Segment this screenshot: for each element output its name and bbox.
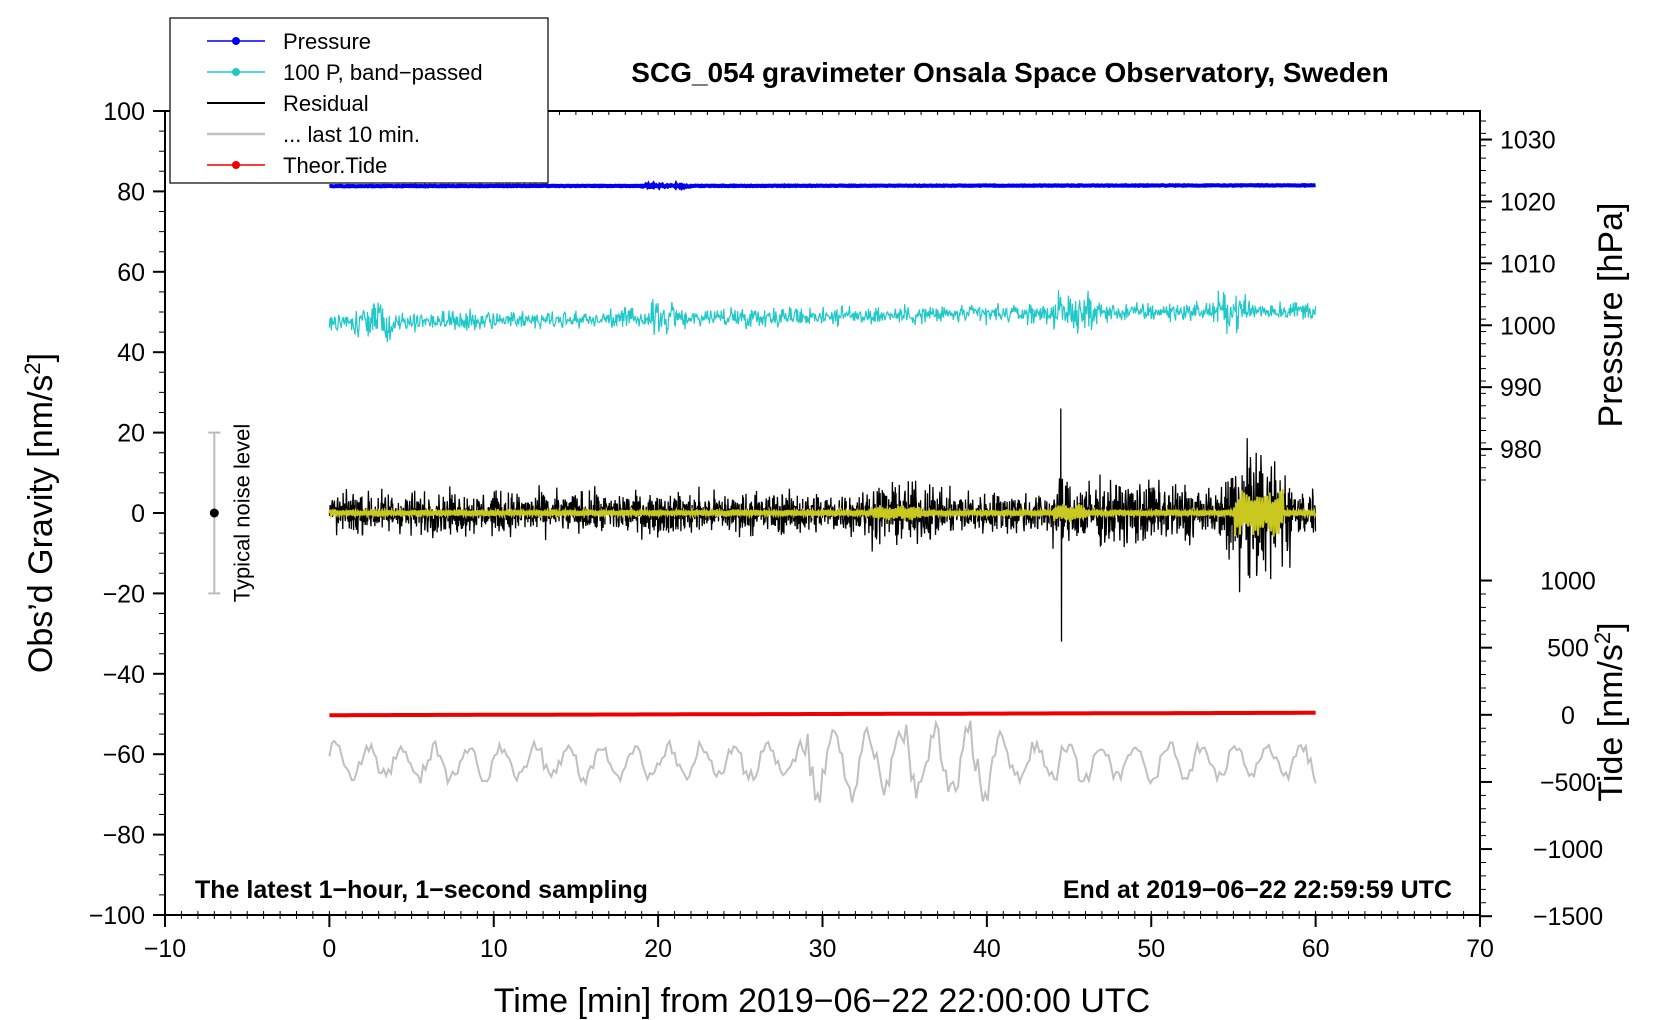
tide-tick-label: −1000: [1533, 836, 1603, 864]
y-tick-label: 20: [117, 420, 145, 448]
residual-line: [328, 408, 1317, 642]
noise-center-dot: [209, 508, 219, 518]
pressure-axis-ticks: 1030 1020 1010 1000 990 980: [1480, 120, 1556, 481]
tide-tick-label: −1500: [1533, 903, 1603, 931]
y-axis-title-pressure: Pressure [hPa]: [1592, 203, 1630, 428]
noise-indicator: Typical noise level: [208, 424, 254, 603]
tide-tick-label: 500: [1547, 635, 1589, 663]
legend-swatch-marker: [232, 37, 240, 45]
y-axis-title-gravity-text: Obs’d Gravity [nm/s: [22, 375, 60, 674]
pressure-tick-label: 1000: [1500, 312, 1556, 340]
x-tick-label: 0: [322, 935, 336, 963]
y-tick-label: 40: [117, 339, 145, 367]
y-tick-label: −40: [103, 661, 145, 689]
pressure-tick-label: 990: [1500, 374, 1542, 402]
pressure-line: [329, 179, 1316, 192]
y-tick-label: −100: [89, 902, 145, 930]
y-tick-label: −20: [103, 580, 145, 608]
x-tick-label: 10: [480, 935, 508, 963]
y-tick-label: −60: [103, 741, 145, 769]
residual-bandpassed-overlay: [328, 489, 1317, 537]
legend-entry-label: Theor.Tide: [283, 153, 387, 178]
annotation-end-time: End at 2019−06−22 22:59:59 UTC: [1063, 876, 1452, 904]
legend: Pressure 100 P, band−passed Residual ... la…: [169, 17, 549, 184]
y-axis-title-tide-end: ]: [1592, 622, 1630, 631]
y-tick-label: −80: [103, 822, 145, 850]
legend-swatch-marker: [232, 68, 240, 76]
legend-entry-label: Residual: [283, 91, 369, 116]
x-tick-label: 40: [973, 935, 1001, 963]
y-tick-label: 100: [103, 98, 145, 126]
x-axis-ticks: −10 0 10 20 30 40 50 60 70: [144, 915, 1494, 963]
y-tick-label: 80: [117, 178, 145, 206]
tide-tick-label: 0: [1561, 702, 1575, 730]
legend-swatch-marker: [232, 161, 240, 169]
y-axis-title-tide-sup: 2: [1590, 632, 1615, 644]
x-tick-label: 70: [1466, 935, 1494, 963]
legend-entry-label: 100 P, band−passed: [283, 60, 483, 85]
tide-tick-label: −500: [1540, 769, 1596, 797]
pressure-minor-ticks: [1480, 120, 1486, 481]
x-axis-title: Time [min] from 2019−06−22 22:00:00 UTC: [494, 982, 1150, 1020]
y-axis-title-gravity: Obs’d Gravity [nm/s2]: [20, 353, 61, 673]
tide-axis-ticks: 1000 500 0 −500 −1000 −1500: [1480, 568, 1603, 931]
chart-title: SCG_054 gravimeter Onsala Space Observat…: [631, 57, 1388, 88]
legend-entry-label: ... last 10 min.: [283, 122, 420, 147]
theoretical-tide-line: [329, 710, 1316, 718]
y-axis-ticks: 100 80 60 40 20 0 −20 −40 −60 −80 −100: [89, 98, 165, 930]
legend-box: [169, 17, 549, 184]
y-tick-label: 60: [117, 259, 145, 287]
x-tick-label: 50: [1137, 935, 1165, 963]
y-axis-title-gravity-end: ]: [22, 353, 60, 362]
pressure-tick-label: 1020: [1500, 188, 1556, 216]
x-tick-label: 60: [1302, 935, 1330, 963]
pressure-bandpassed-line: [328, 290, 1317, 343]
y-tick-label: 0: [131, 500, 145, 528]
pressure-tick-label: 980: [1500, 436, 1542, 464]
data-series: [328, 179, 1317, 803]
last-10-min-line: [328, 719, 1317, 803]
noise-label: Typical noise level: [229, 424, 254, 603]
legend-entry-label: Pressure: [283, 29, 371, 54]
x-tick-label: 30: [809, 935, 837, 963]
tide-tick-label: 1000: [1540, 568, 1596, 596]
y-axis-title-gravity-sup: 2: [20, 362, 45, 374]
annotation-sampling: The latest 1−hour, 1−second sampling: [195, 876, 648, 904]
tide-minor-ticks: [1480, 580, 1486, 904]
x-tick-label: 20: [644, 935, 672, 963]
y-axis-title-tide: Tide [nm/s2]: [1590, 622, 1631, 801]
pressure-tick-label: 1030: [1500, 127, 1556, 155]
y-axis-title-tide-text: Tide [nm/s: [1592, 644, 1630, 801]
x-tick-label: −10: [144, 935, 186, 963]
pressure-tick-label: 1010: [1500, 250, 1556, 278]
